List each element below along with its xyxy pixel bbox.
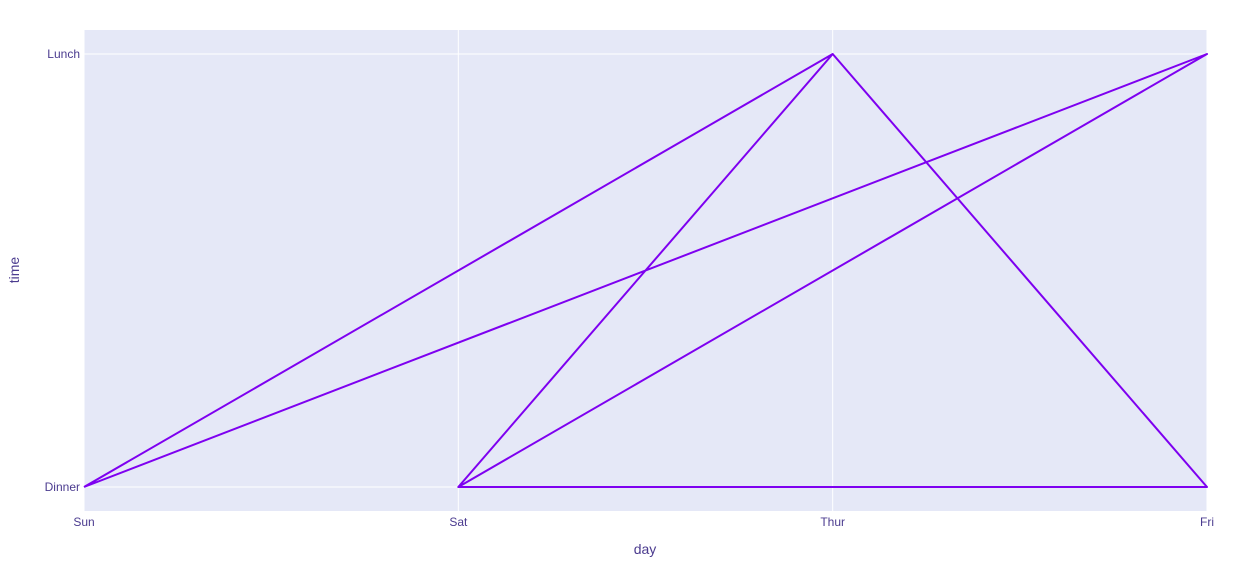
- series-line: [83, 53, 1208, 488]
- y-tick-label: Dinner: [45, 480, 80, 494]
- x-axis-title: day: [634, 541, 657, 557]
- x-tick-label: Thur: [820, 515, 845, 529]
- y-tick-label: Lunch: [47, 47, 80, 61]
- series-layer: [83, 53, 1208, 488]
- x-axis-ticks: Sun Sat Thur Fri: [73, 515, 1214, 529]
- x-tick-label: Sun: [73, 515, 94, 529]
- x-tick-label: Fri: [1200, 515, 1214, 529]
- y-axis-title: time: [6, 257, 22, 284]
- y-axis-ticks: Dinner Lunch: [45, 47, 80, 494]
- x-tick-label: Sat: [449, 515, 468, 529]
